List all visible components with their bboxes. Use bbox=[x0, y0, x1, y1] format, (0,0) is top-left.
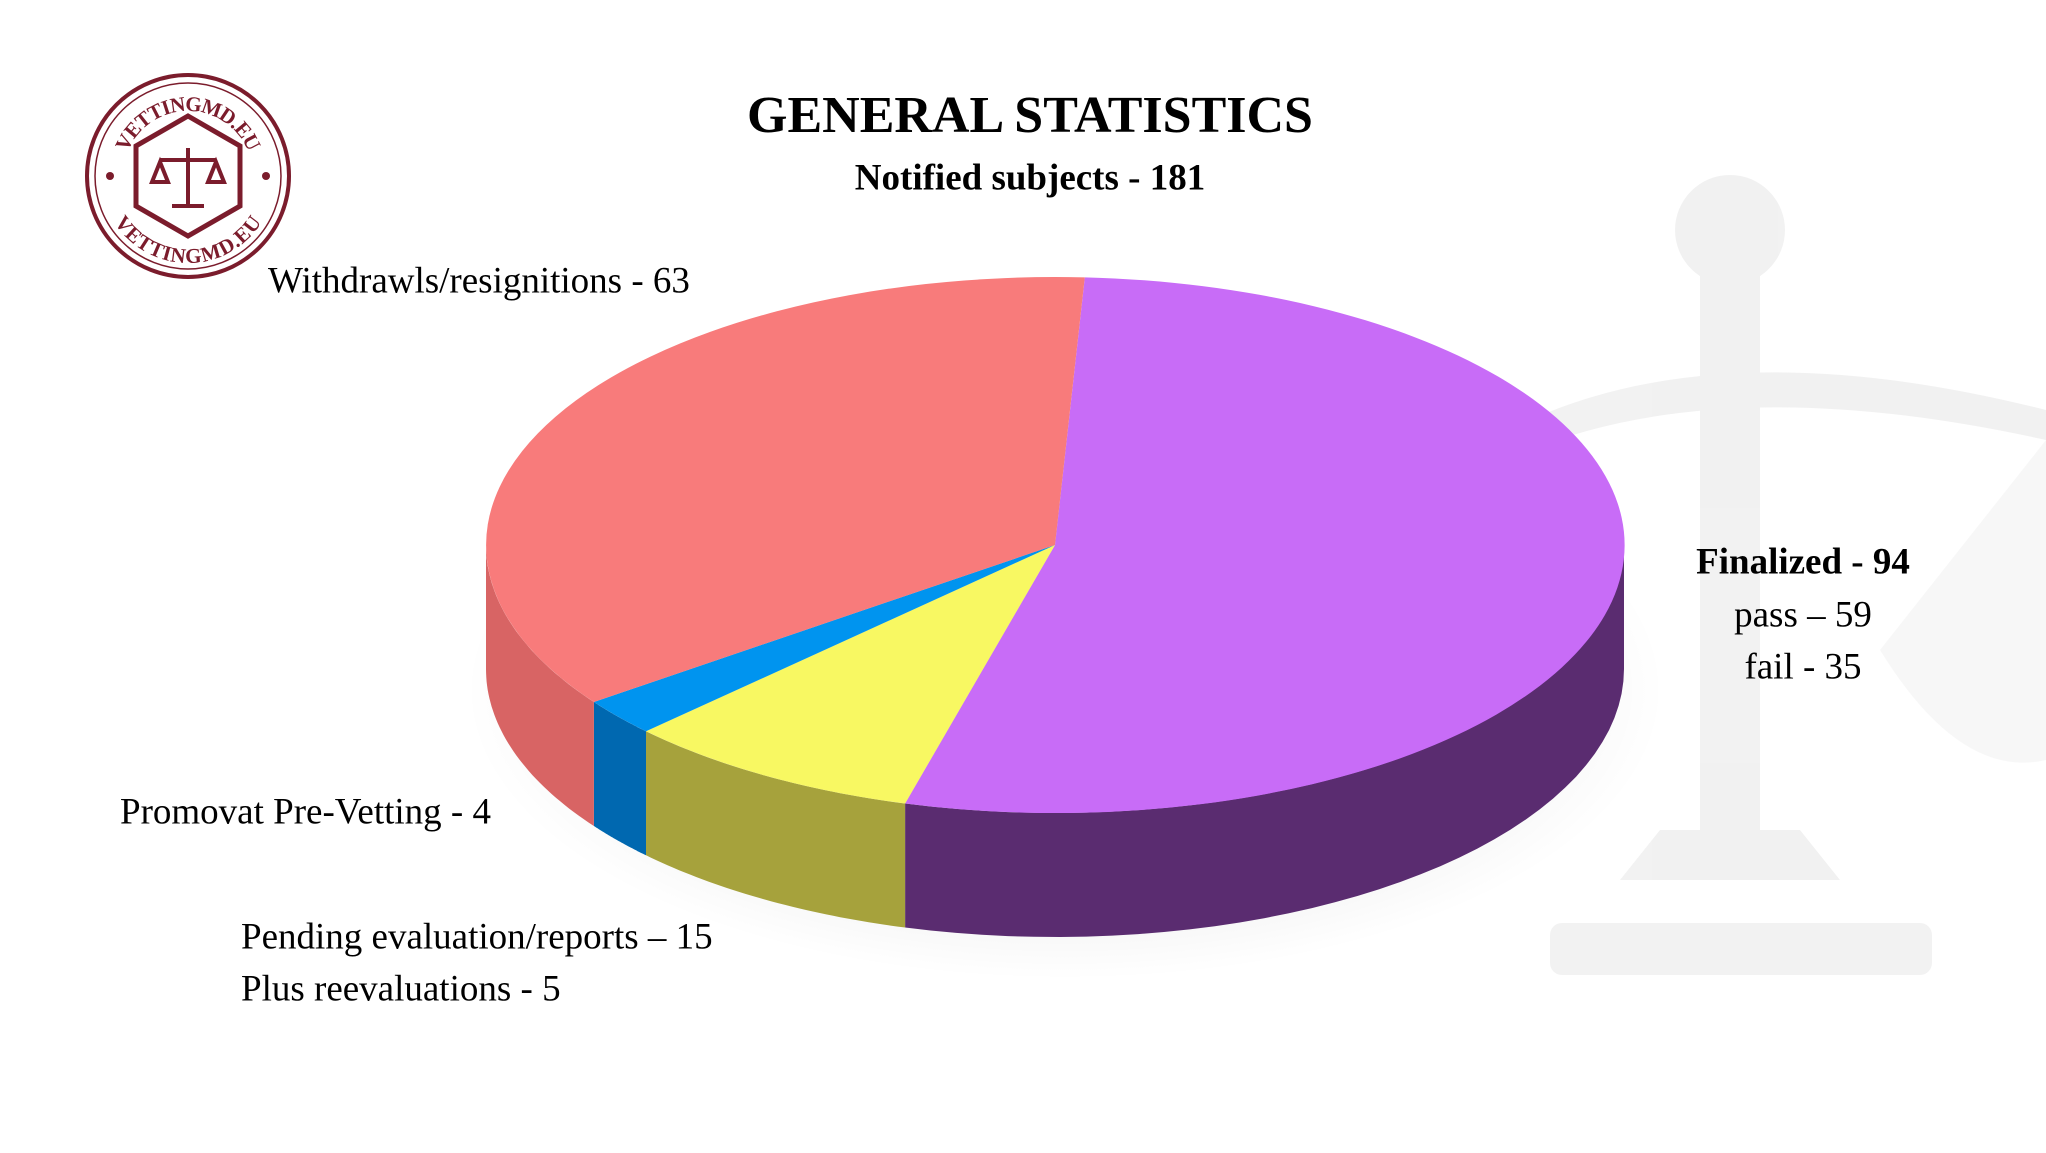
watermark bbox=[1530, 175, 2046, 975]
data-label: Withdrawls/resignitions - 63 bbox=[268, 260, 690, 301]
annotation: Plus reevaluations - 5 bbox=[241, 968, 561, 1009]
slice-side bbox=[593, 702, 646, 856]
slice-side bbox=[905, 545, 1624, 937]
logo: VETTINGMD.EU VETTINGMD.EU bbox=[85, 73, 291, 279]
pie bbox=[486, 277, 1625, 937]
labels: Finalized - 94 pass – 59 fail - 35 Pending … bbox=[120, 260, 1910, 1009]
chart-subtitle: Notified subjects - 181 bbox=[855, 157, 1205, 198]
pie-slice bbox=[905, 277, 1625, 814]
data-label: Promovat Pre-Vetting - 4 bbox=[120, 791, 491, 832]
annotation: fail - 35 bbox=[1744, 646, 1861, 687]
slice-side bbox=[486, 545, 594, 826]
pie-slice bbox=[486, 277, 1085, 702]
pie-slice bbox=[646, 545, 1055, 804]
data-label: Pending evaluation/reports – 15 bbox=[241, 916, 713, 957]
annotation: pass – 59 bbox=[1734, 594, 1872, 635]
chart-title: GENERAL STATISTICS bbox=[747, 87, 1313, 144]
pie-slice bbox=[593, 545, 1055, 732]
data-label: Finalized - 94 bbox=[1696, 541, 1910, 582]
slice-side bbox=[646, 731, 906, 928]
